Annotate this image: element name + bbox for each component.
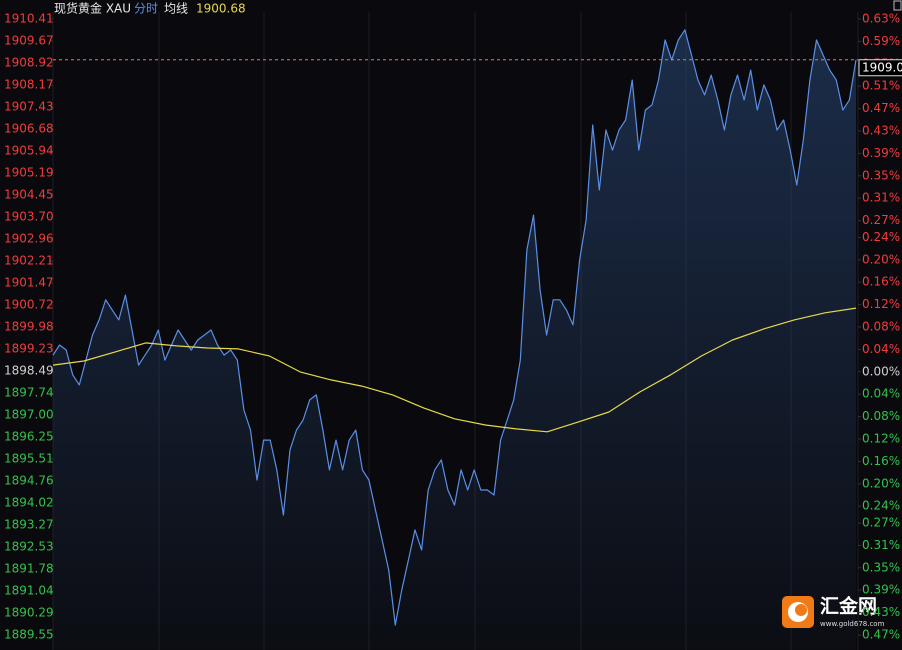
y-tick-label: 1896.25 <box>4 430 54 444</box>
y2-tick-label: 0.35% <box>862 168 900 182</box>
y2-tick-label: 0.16% <box>862 275 900 289</box>
y-tick-label: 1889.55 <box>4 628 54 642</box>
y2-tick-label: 0.08% <box>862 409 900 423</box>
y-tick-label: 1892.53 <box>4 540 54 554</box>
y-tick-label: 1907.43 <box>4 100 54 114</box>
y2-tick-label: 0.43% <box>862 605 900 619</box>
legend-average: 均线 <box>164 2 188 16</box>
plot <box>52 29 858 650</box>
price-area <box>53 29 856 650</box>
y2-tick-label: 0.59% <box>862 34 900 48</box>
y2-tick-label: 0.47% <box>862 628 900 642</box>
y2-tick-label: 0.63% <box>862 12 900 26</box>
y2-tick-label: 0.12% <box>862 432 900 446</box>
y2-tick-label: 0.08% <box>862 320 900 334</box>
price-line <box>52 29 857 626</box>
y2-tick-label: 0.31% <box>862 538 900 552</box>
chart-title: 现货黄金 XAU <box>54 1 131 16</box>
y2-tick-label: 0.24% <box>862 230 900 244</box>
legend-price: 分时 <box>134 2 158 16</box>
watermark-name: 汇金网 <box>820 595 877 618</box>
legend-average-value: 1900.68 <box>196 2 246 16</box>
watermark-url: www.gold678.com <box>820 620 885 628</box>
y2-tick-label: 0.27% <box>862 516 900 530</box>
y2-tick-label: 0.47% <box>862 101 900 115</box>
y-tick-label: 1891.04 <box>4 584 54 598</box>
y-tick-label: 1899.23 <box>4 342 54 356</box>
y-tick-label: 1894.76 <box>4 474 54 488</box>
y2-tick-label: 0.39% <box>862 583 900 597</box>
average-line <box>52 307 857 433</box>
y2-tick-label: 0.20% <box>862 252 900 266</box>
y2-tick-label: 0.20% <box>862 476 900 490</box>
y-tick-label: 1902.96 <box>4 232 54 246</box>
y-tick-label: 1897.00 <box>4 408 54 422</box>
y-tick-label: 1897.74 <box>4 386 54 400</box>
y-tick-label: 1894.02 <box>4 496 54 510</box>
logo-cut <box>795 604 807 616</box>
y2-tick-label: 0.43% <box>862 124 900 138</box>
last-price-tag: 1909.03 <box>858 59 902 77</box>
y-tick-label: 1905.19 <box>4 166 54 180</box>
y2-tick-label: 0.31% <box>862 191 900 205</box>
y-tick-label: 1898.49 <box>4 364 54 378</box>
watermark: 汇金网 www.gold678.com <box>782 595 885 628</box>
y2-tick-label: 0.04% <box>862 387 900 401</box>
y-tick-label: 1895.51 <box>4 452 54 466</box>
y-tick-label: 1909.67 <box>4 33 54 47</box>
y2-tick-label: 0.27% <box>862 213 900 227</box>
last-price-box <box>858 59 902 77</box>
y-tick-label: 1905.94 <box>4 144 54 158</box>
corner-icon[interactable] <box>893 0 902 11</box>
y2-tick-label: 0.24% <box>862 499 900 513</box>
y2-tick-label: 0.04% <box>862 342 900 356</box>
y-tick-label: 1891.78 <box>4 562 54 576</box>
y-tick-label: 1904.45 <box>4 188 54 202</box>
y2-tick-label: 0.51% <box>862 79 900 93</box>
y-tick-label: 1899.98 <box>4 320 54 334</box>
y2-tick-label: 0.35% <box>862 560 900 574</box>
y-tick-label: 1893.27 <box>4 518 54 532</box>
y-tick-label: 1906.68 <box>4 122 54 136</box>
y2-tick-label: 0.12% <box>862 297 900 311</box>
y-tick-label: 1902.21 <box>4 254 54 268</box>
last-price-label: 1909.03 <box>862 60 902 74</box>
y-tick-label: 1901.47 <box>4 276 54 290</box>
y2-tick-label: 0.39% <box>862 146 900 160</box>
y-tick-label: 1903.70 <box>4 210 54 224</box>
y2-tick-label: 0.16% <box>862 454 900 468</box>
y-tick-label: 1890.29 <box>4 606 54 620</box>
y-tick-label: 1908.92 <box>4 56 54 70</box>
y-tick-label: 1910.41 <box>4 12 54 26</box>
y-tick-label: 1900.72 <box>4 298 54 312</box>
y-tick-label: 1908.17 <box>4 78 54 92</box>
y2-tick-label: 0.00% <box>862 364 900 378</box>
